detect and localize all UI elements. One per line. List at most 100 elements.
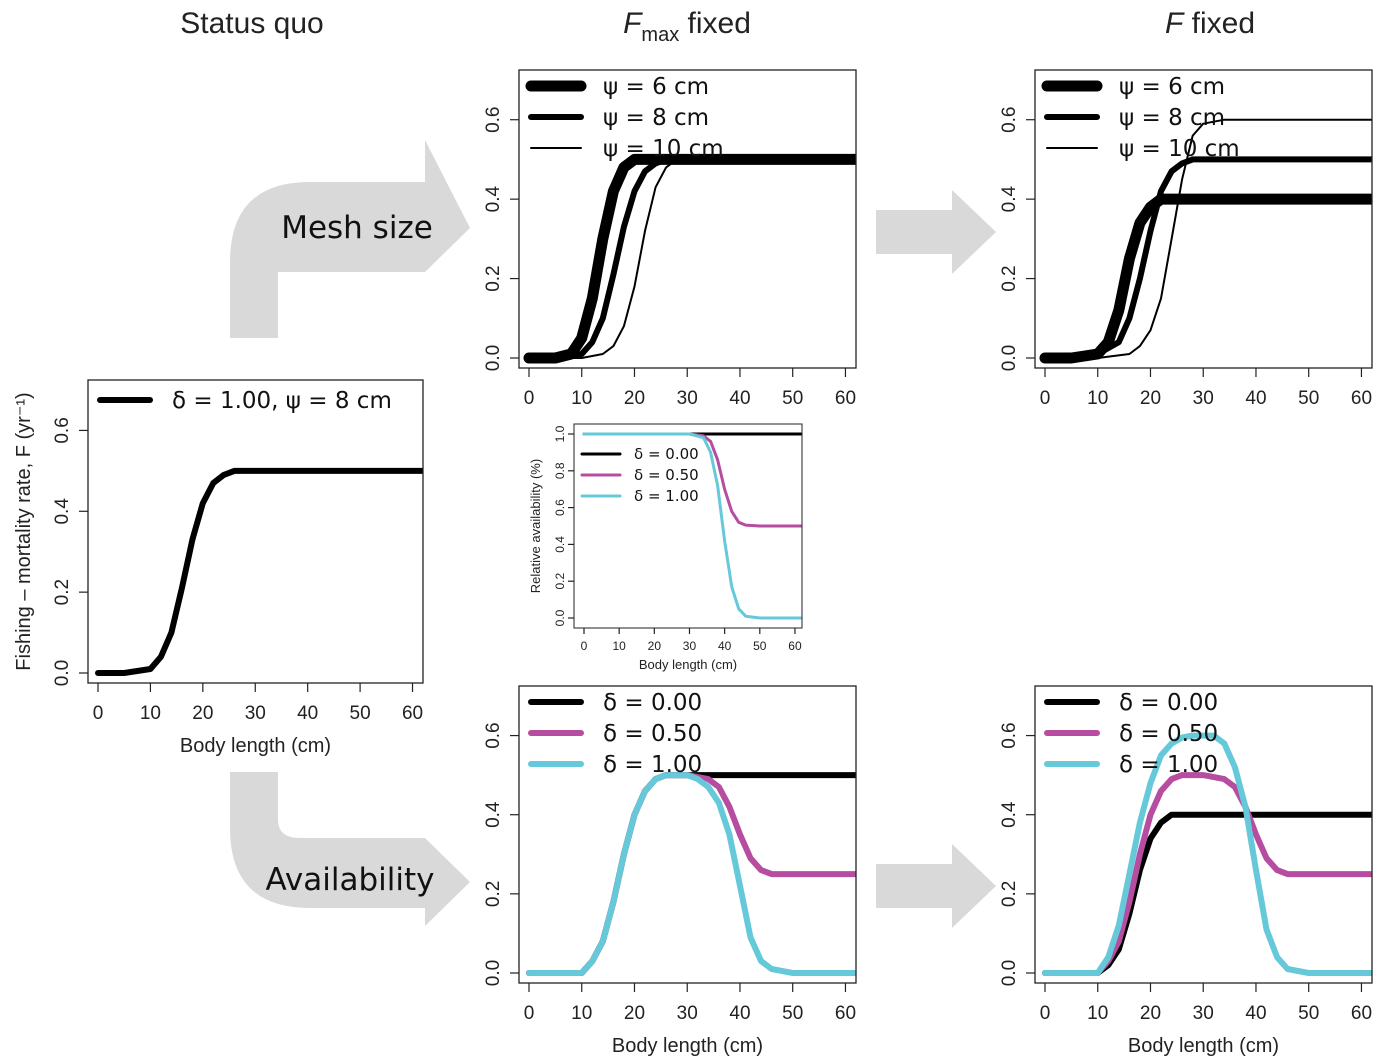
legend-label: δ = 1.00, ψ = 8 cm xyxy=(172,388,392,414)
y-tick-label: 0.0 xyxy=(483,345,504,371)
chart-avail_fmax: 0 10 20 30 40 50 60 0.0 0.2 0.4 0.6 Body length (cm… xyxy=(483,685,857,1057)
x-axis-label: Body length (cm) xyxy=(612,1035,763,1057)
series-line-2 xyxy=(1042,772,1372,976)
y-tick-label: 0.2 xyxy=(999,881,1020,907)
arrow-mesh-shape xyxy=(230,140,470,338)
series-line-3 xyxy=(528,158,856,359)
legend-label: ψ = 6 cm xyxy=(1119,74,1225,100)
x-tick-label: 10 xyxy=(140,703,161,724)
x-axis-label: Body length (cm) xyxy=(1128,1035,1279,1057)
x-tick-label: 20 xyxy=(624,1003,645,1024)
x-tick-label: 60 xyxy=(1351,1003,1372,1024)
arrow-availability-shape xyxy=(230,772,470,926)
legend-label: δ = 0.50 xyxy=(1119,721,1218,747)
y-tick-label: 0.4 xyxy=(483,186,504,213)
x-tick-label: 30 xyxy=(1193,1003,1214,1024)
title-f-F: F xyxy=(1165,7,1185,40)
title-f-fixed: F fixed xyxy=(1165,7,1255,40)
x-tick-label: 0 xyxy=(1040,388,1051,409)
x-tick-label: 50 xyxy=(782,388,803,409)
arrow-availability-label: Availability xyxy=(266,862,435,898)
x-tick-label: 30 xyxy=(683,639,697,653)
y-tick-label: 0.4 xyxy=(52,498,73,525)
arrow-mesh-label: Mesh size xyxy=(281,210,433,246)
x-tick-label: 40 xyxy=(1245,388,1266,409)
y-tick-label: 0.0 xyxy=(52,660,73,686)
x-tick-label: 60 xyxy=(835,1003,856,1024)
title-fmax-sub: max xyxy=(641,24,679,46)
series-line-2 xyxy=(1042,156,1372,361)
title-f-rest: fixed xyxy=(1183,7,1255,40)
x-tick-label: 40 xyxy=(729,388,750,409)
x-tick-label: 60 xyxy=(402,703,423,724)
series-line-1 xyxy=(1042,811,1372,976)
x-tick-label: 0 xyxy=(524,1003,535,1024)
y-tick-label: 0.0 xyxy=(999,345,1020,371)
series-line-1 xyxy=(523,153,856,364)
x-tick-label: 20 xyxy=(1140,388,1161,409)
legend-label: ψ = 10 cm xyxy=(1119,136,1240,162)
legend-label: δ = 0.50 xyxy=(634,466,699,484)
x-tick-label: 10 xyxy=(571,388,592,409)
legend-label: δ = 1.00 xyxy=(634,487,699,505)
x-tick-label: 50 xyxy=(753,639,767,653)
arrow-mesh-size: Mesh size xyxy=(230,140,470,338)
plot-frame xyxy=(87,379,424,684)
x-tick-label: 30 xyxy=(245,703,266,724)
arrow-availability: Availability xyxy=(230,772,470,926)
title-status-quo: Status quo xyxy=(180,7,323,40)
legend-label: δ = 0.00 xyxy=(603,690,702,716)
x-tick-label: 10 xyxy=(612,639,626,653)
arrow-right-top xyxy=(876,190,996,274)
series-line-2 xyxy=(526,156,856,361)
y-tick-label: 0.0 xyxy=(553,609,567,626)
y-tick-label: 0.6 xyxy=(999,107,1020,133)
x-tick-label: 20 xyxy=(1140,1003,1161,1024)
legend-label: ψ = 8 cm xyxy=(1119,105,1225,131)
series-line-3 xyxy=(1044,118,1372,359)
y-tick-label: 0.2 xyxy=(999,265,1020,291)
y-tick-label: 1.0 xyxy=(553,425,567,442)
legend-label: ψ = 6 cm xyxy=(603,74,709,100)
arrow-right-bottom xyxy=(876,844,996,928)
y-tick-label: 0.6 xyxy=(483,722,504,748)
y-tick-label: 0.2 xyxy=(483,881,504,907)
x-tick-label: 10 xyxy=(571,1003,592,1024)
legend-label: δ = 0.00 xyxy=(1119,690,1218,716)
title-fmax-F: F xyxy=(623,7,643,40)
y-tick-label: 0.4 xyxy=(553,536,567,553)
x-tick-label: 0 xyxy=(524,388,535,409)
legend-label: ψ = 8 cm xyxy=(603,105,709,131)
chart-mesh_fmax: 0 10 20 30 40 50 60 0.0 0.2 0.4 0.6 ψ = 6 cm ψ = 8 c… xyxy=(483,69,857,409)
y-axis-label: Relative availability (%) xyxy=(528,459,543,593)
plot-frame xyxy=(573,423,803,629)
series-line-3 xyxy=(582,432,802,620)
y-tick-label: 0.0 xyxy=(483,960,504,986)
y-tick-label: 0.8 xyxy=(553,462,567,479)
chart-mesh_f: 0 10 20 30 40 50 60 0.0 0.2 0.4 0.6 ψ = 6 cm ψ = 8 c… xyxy=(999,69,1373,409)
series-line-2 xyxy=(526,772,856,976)
legend-label: δ = 0.00 xyxy=(634,445,699,463)
x-tick-label: 20 xyxy=(624,388,645,409)
x-tick-label: 10 xyxy=(1087,388,1108,409)
y-tick-label: 0.4 xyxy=(999,186,1020,213)
y-axis-label: Fishing – mortality rate, F (yr⁻¹) xyxy=(13,392,35,670)
x-tick-label: 60 xyxy=(788,639,802,653)
x-tick-label: 30 xyxy=(1193,388,1214,409)
legend-label: ψ = 10 cm xyxy=(603,136,724,162)
x-tick-label: 20 xyxy=(192,703,213,724)
x-tick-label: 20 xyxy=(648,639,662,653)
series-line-3 xyxy=(526,772,856,976)
x-tick-label: 50 xyxy=(1298,388,1319,409)
x-tick-label: 40 xyxy=(718,639,732,653)
legend-label: δ = 1.00 xyxy=(603,752,702,778)
x-tick-label: 0 xyxy=(93,703,104,724)
x-tick-label: 30 xyxy=(677,1003,698,1024)
series-line-3 xyxy=(1042,732,1372,976)
y-tick-label: 0.4 xyxy=(999,801,1020,828)
x-tick-label: 0 xyxy=(1040,1003,1051,1024)
y-tick-label: 0.4 xyxy=(483,801,504,828)
x-tick-label: 40 xyxy=(297,703,318,724)
title-fmax-fixed: Fmax fixed xyxy=(623,7,751,46)
